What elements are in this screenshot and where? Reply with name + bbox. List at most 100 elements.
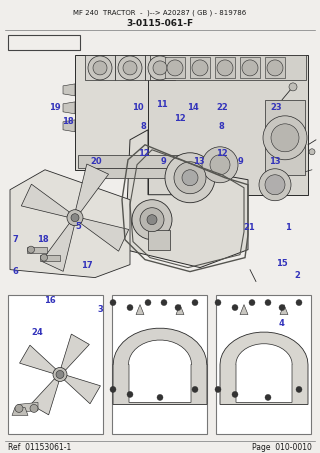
Text: 18: 18 (62, 117, 74, 126)
Text: MF 240  TRACTOR  -  )--> A20287 ( GB ) - 819786: MF 240 TRACTOR - )--> A20287 ( GB ) - 81… (73, 10, 247, 16)
Circle shape (192, 60, 208, 76)
Polygon shape (129, 340, 191, 402)
Text: 13: 13 (269, 158, 280, 166)
Circle shape (296, 299, 302, 306)
Circle shape (127, 304, 133, 311)
Circle shape (110, 386, 116, 392)
Polygon shape (265, 100, 305, 175)
Text: 23: 23 (270, 103, 282, 112)
Circle shape (263, 116, 307, 160)
Circle shape (192, 386, 198, 392)
Polygon shape (85, 168, 185, 178)
Polygon shape (21, 184, 69, 217)
Text: 12: 12 (138, 149, 150, 158)
Text: 22: 22 (217, 103, 228, 112)
Circle shape (157, 395, 163, 400)
Text: 1: 1 (285, 222, 291, 231)
Polygon shape (265, 57, 285, 78)
Text: 8: 8 (219, 122, 224, 131)
Text: 24: 24 (31, 328, 43, 337)
Bar (8, 35, 80, 50)
Polygon shape (63, 84, 75, 96)
Text: 3-0115-061-F: 3-0115-061-F (126, 19, 194, 28)
Polygon shape (215, 57, 235, 78)
Polygon shape (20, 345, 56, 373)
Text: 12: 12 (174, 114, 186, 123)
Circle shape (53, 367, 67, 381)
Circle shape (267, 60, 283, 76)
Polygon shape (280, 304, 288, 314)
Circle shape (265, 395, 271, 400)
Polygon shape (240, 57, 260, 78)
Text: 6: 6 (12, 267, 18, 276)
Circle shape (265, 299, 271, 306)
Circle shape (147, 215, 157, 225)
Circle shape (28, 246, 35, 253)
Circle shape (123, 61, 137, 75)
Text: 9: 9 (238, 158, 244, 166)
Polygon shape (113, 328, 207, 405)
Circle shape (309, 149, 315, 155)
Circle shape (132, 200, 172, 240)
Polygon shape (63, 102, 75, 114)
Circle shape (210, 155, 230, 175)
Polygon shape (145, 55, 175, 80)
Polygon shape (81, 218, 129, 251)
Text: 16: 16 (44, 296, 55, 305)
Polygon shape (176, 304, 184, 314)
Polygon shape (165, 57, 185, 78)
Text: 10: 10 (132, 103, 144, 112)
Polygon shape (136, 304, 144, 314)
Polygon shape (63, 120, 75, 132)
Circle shape (192, 299, 198, 306)
Polygon shape (78, 155, 192, 168)
Text: 11: 11 (156, 101, 167, 110)
Text: 12: 12 (216, 149, 227, 158)
Bar (112, 294, 207, 434)
Polygon shape (64, 376, 100, 404)
Circle shape (259, 169, 291, 201)
Circle shape (110, 299, 116, 306)
Polygon shape (150, 55, 306, 80)
Text: 2: 2 (295, 270, 300, 280)
Circle shape (217, 60, 233, 76)
Circle shape (30, 405, 38, 412)
Polygon shape (31, 379, 59, 415)
Polygon shape (148, 230, 170, 250)
Polygon shape (85, 55, 115, 80)
Circle shape (145, 299, 151, 306)
Circle shape (41, 254, 47, 261)
Polygon shape (61, 334, 89, 370)
Circle shape (175, 304, 181, 311)
Text: 9: 9 (160, 158, 166, 166)
Polygon shape (236, 344, 292, 402)
Circle shape (161, 299, 167, 306)
Circle shape (67, 210, 83, 226)
Text: Ref  01153061-1: Ref 01153061-1 (8, 443, 71, 452)
Circle shape (242, 60, 258, 76)
Circle shape (118, 56, 142, 80)
Polygon shape (190, 57, 210, 78)
Circle shape (215, 386, 221, 392)
Text: 21: 21 (244, 222, 255, 231)
Polygon shape (115, 55, 145, 80)
Text: 14: 14 (187, 103, 198, 112)
Polygon shape (40, 255, 60, 260)
Circle shape (296, 386, 302, 392)
Circle shape (232, 391, 238, 397)
Polygon shape (27, 246, 47, 253)
Circle shape (153, 61, 167, 75)
Polygon shape (75, 55, 195, 170)
Text: Page  010-0010: Page 010-0010 (252, 443, 312, 452)
Text: 3: 3 (98, 305, 104, 314)
Circle shape (289, 83, 297, 91)
Circle shape (71, 214, 79, 222)
Text: 13: 13 (193, 158, 204, 166)
Circle shape (93, 61, 107, 75)
Text: 8: 8 (140, 122, 146, 131)
Circle shape (182, 170, 198, 186)
Bar (216, 294, 311, 434)
Polygon shape (125, 130, 248, 268)
Text: 5: 5 (76, 222, 81, 231)
Circle shape (232, 304, 238, 311)
